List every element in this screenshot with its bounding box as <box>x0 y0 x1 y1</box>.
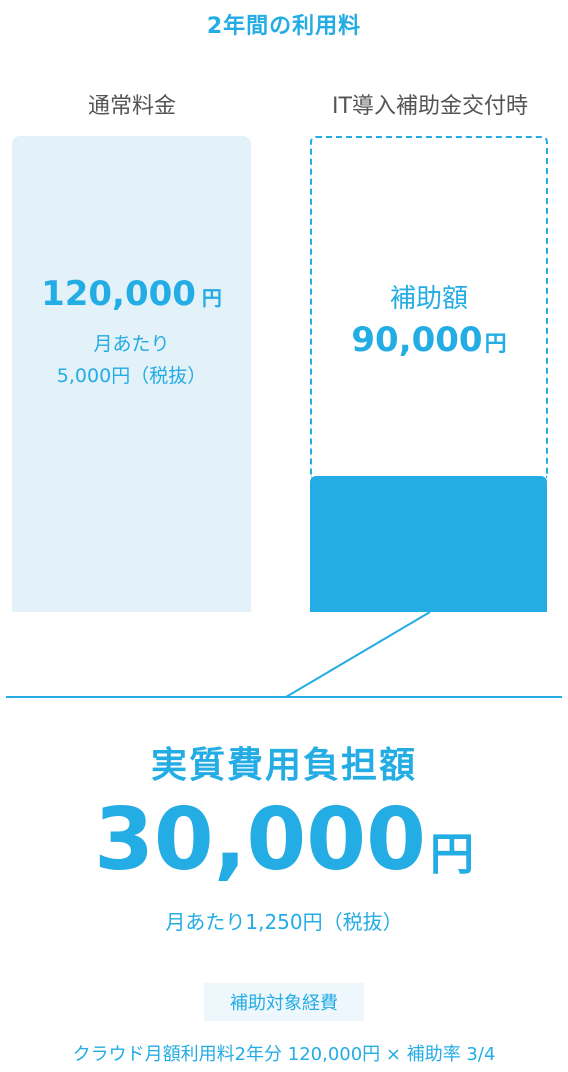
subsidy-amount-value: 90,000 <box>351 320 483 360</box>
normal-monthly-line1: 月あたり <box>93 333 170 355</box>
normal-monthly-label: 月あたり 5,000円（税抜） <box>12 328 251 392</box>
actual-monthly-label: 月あたり1,250円（税抜） <box>165 910 403 934</box>
connector-lines <box>6 611 562 698</box>
actual-amount-value: 30,000 <box>94 790 426 890</box>
badge-container: 補助対象経費 <box>0 983 568 1021</box>
normal-monthly-line2: 5,000円（税抜） <box>56 365 207 387</box>
eligible-expense-badge: 補助対象経費 <box>204 983 364 1021</box>
connector-diagonal <box>285 611 431 698</box>
bar-normal-price <box>12 136 251 612</box>
bar-subsidy-portion <box>310 136 548 478</box>
actual-amount-unit: 円 <box>429 829 474 880</box>
chart-title: 2年間の利用料 <box>206 14 362 39</box>
subsidy-amount-label: 90,000円 <box>310 320 548 360</box>
normal-amount-label: 120,000 円 <box>12 274 251 314</box>
subsidy-amount-unit: 円 <box>484 332 507 357</box>
actual-amount-label: 30,000円 <box>0 790 568 890</box>
normal-amount-value: 120,000 <box>41 274 196 314</box>
bar-actual-cost <box>310 476 547 612</box>
category-label-subsidy: IT導入補助金交付時 <box>332 94 528 119</box>
footer-note: クラウド月額利用料2年分 120,000円 × 補助率 3/4 <box>72 1044 496 1065</box>
normal-amount-unit: 円 <box>201 286 222 310</box>
category-label-normal: 通常料金 <box>87 94 176 119</box>
actual-cost-title: 実質費用負担額 <box>150 745 417 786</box>
subsidy-label: 補助額 <box>389 284 468 314</box>
